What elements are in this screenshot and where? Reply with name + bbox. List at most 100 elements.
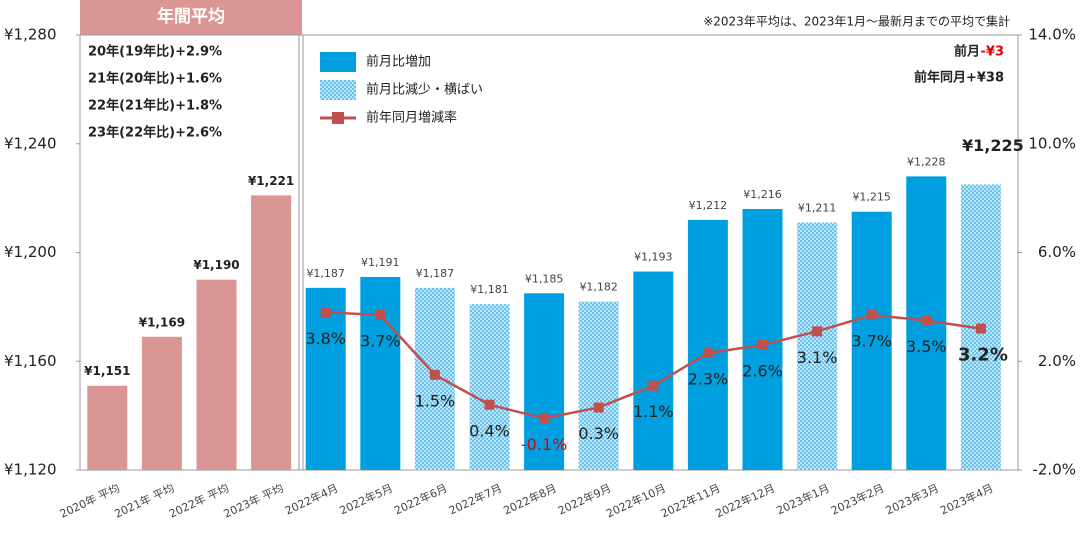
- value-label: ¥1,211: [798, 202, 837, 215]
- value-label: 2.6%: [742, 361, 783, 380]
- x-tick-label: 2023年1月: [774, 481, 832, 518]
- marker: [539, 413, 550, 424]
- value-label: 1.5%: [415, 391, 456, 410]
- annual-note: 21年(20年比)+1.6%: [88, 71, 222, 87]
- value-label: ¥1,225: [962, 136, 1024, 155]
- value-label: ¥1,181: [470, 283, 509, 296]
- note: ※2023年平均は、2023年1月～最新月までの平均で集計: [703, 14, 1010, 29]
- value-label: ¥1,191: [361, 256, 400, 269]
- bar: [141, 336, 182, 470]
- legend-swatch: [320, 80, 356, 100]
- x-tick-label: 2021年 平均: [112, 481, 176, 521]
- y-tick-label: ¥1,280: [4, 26, 57, 44]
- value-label: -0.1%: [521, 435, 567, 454]
- value-label: ¥1,216: [743, 188, 782, 201]
- marker: [648, 380, 659, 391]
- x-tick-label: 2022年10月: [604, 481, 668, 521]
- annual-header-box: [80, 0, 302, 35]
- x-tick-label: 2022年4月: [283, 481, 341, 518]
- value-label: 3.7%: [360, 332, 401, 351]
- x-tick-label: 2023年4月: [938, 481, 996, 518]
- value-label: ¥1,151: [84, 364, 130, 378]
- value-label: 3.7%: [851, 332, 892, 351]
- x-tick-label: 2022年 平均: [167, 481, 231, 521]
- value-label: ¥1,182: [579, 280, 618, 293]
- value-label: 2.3%: [688, 370, 729, 389]
- annual-note: 23年(22年比)+2.6%: [88, 125, 222, 141]
- value-label: ¥1,228: [907, 155, 946, 168]
- value-label: ¥1,215: [852, 191, 891, 204]
- bar: [633, 271, 674, 470]
- y-tick-label: ¥1,160: [4, 352, 57, 370]
- yoy-label: 前年同月+¥38: [914, 70, 1004, 86]
- x-tick-label: 2022年7月: [446, 481, 504, 518]
- legend-label: 前月比減少・横ばい: [366, 82, 483, 98]
- bar: [851, 211, 892, 470]
- legend-label: 前月比増加: [366, 54, 431, 70]
- value-label: 0.3%: [578, 424, 619, 443]
- marker: [375, 310, 386, 321]
- x-tick-label: 2022年8月: [501, 481, 559, 518]
- marker: [593, 402, 604, 413]
- value-label: ¥1,169: [139, 315, 185, 329]
- bar: [469, 304, 510, 470]
- value-label: ¥1,187: [306, 267, 345, 280]
- value-label: 3.8%: [305, 329, 346, 348]
- value-label: 3.1%: [797, 348, 838, 367]
- value-label: ¥1,187: [416, 267, 455, 280]
- bar: [196, 279, 237, 470]
- bar: [251, 195, 292, 470]
- x-tick-label: 2020年 平均: [57, 481, 121, 521]
- marker: [702, 348, 713, 359]
- value-label: 3.5%: [906, 337, 947, 356]
- x-tick-label: 2022年5月: [337, 481, 395, 518]
- marker: [320, 307, 331, 318]
- x-tick-label: 2022年11月: [659, 481, 723, 521]
- legend-swatch: [320, 52, 356, 72]
- y2-tick-label: 10.0%: [1028, 134, 1076, 152]
- y-tick-label: ¥1,240: [4, 134, 57, 152]
- legend-marker: [332, 112, 344, 124]
- value-label: 1.1%: [633, 402, 674, 421]
- marker: [484, 399, 495, 410]
- x-tick-label: 2023年3月: [883, 481, 941, 518]
- marker: [812, 326, 823, 337]
- bar: [360, 276, 401, 470]
- x-tick-label: 2022年12月: [713, 481, 777, 521]
- bar: [742, 209, 783, 470]
- y2-tick-label: 14.0%: [1028, 26, 1076, 44]
- marker: [866, 310, 877, 321]
- value-label: ¥1,185: [525, 272, 564, 285]
- x-tick-label: 2022年6月: [392, 481, 450, 518]
- bar: [578, 301, 619, 470]
- value-label: ¥1,212: [689, 199, 728, 212]
- annual-header: 年間平均: [157, 6, 225, 27]
- y-tick-label: ¥1,120: [4, 461, 57, 479]
- annual-note: 22年(21年比)+1.8%: [88, 98, 222, 114]
- prev-month-value: -¥3: [981, 45, 1005, 60]
- marker: [429, 369, 440, 380]
- bar: [87, 385, 128, 470]
- marker: [757, 339, 768, 350]
- annual-note: 20年(19年比)+2.9%: [88, 44, 222, 60]
- marker: [921, 315, 932, 326]
- y2-tick-label: 6.0%: [1038, 243, 1076, 261]
- value-label: 3.2%: [958, 345, 1008, 366]
- x-tick-label: 2023年2月: [829, 481, 887, 518]
- marker: [975, 323, 986, 334]
- bar: [305, 287, 346, 470]
- bar: [797, 222, 838, 470]
- bar: [687, 219, 728, 470]
- prev-month-label: 前月: [954, 44, 980, 60]
- y2-tick-label: -2.0%: [1032, 461, 1076, 479]
- bar: [524, 293, 565, 470]
- value-label: ¥1,193: [634, 251, 673, 264]
- x-tick-label: 2022年9月: [556, 481, 614, 518]
- value-label: ¥1,221: [248, 174, 294, 188]
- y-tick-label: ¥1,200: [4, 243, 57, 261]
- value-label: ¥1,190: [193, 258, 239, 272]
- legend-label: 前年同月増減率: [366, 110, 457, 126]
- x-tick-label: 2023年 平均: [221, 481, 285, 521]
- y2-tick-label: 2.0%: [1038, 352, 1076, 370]
